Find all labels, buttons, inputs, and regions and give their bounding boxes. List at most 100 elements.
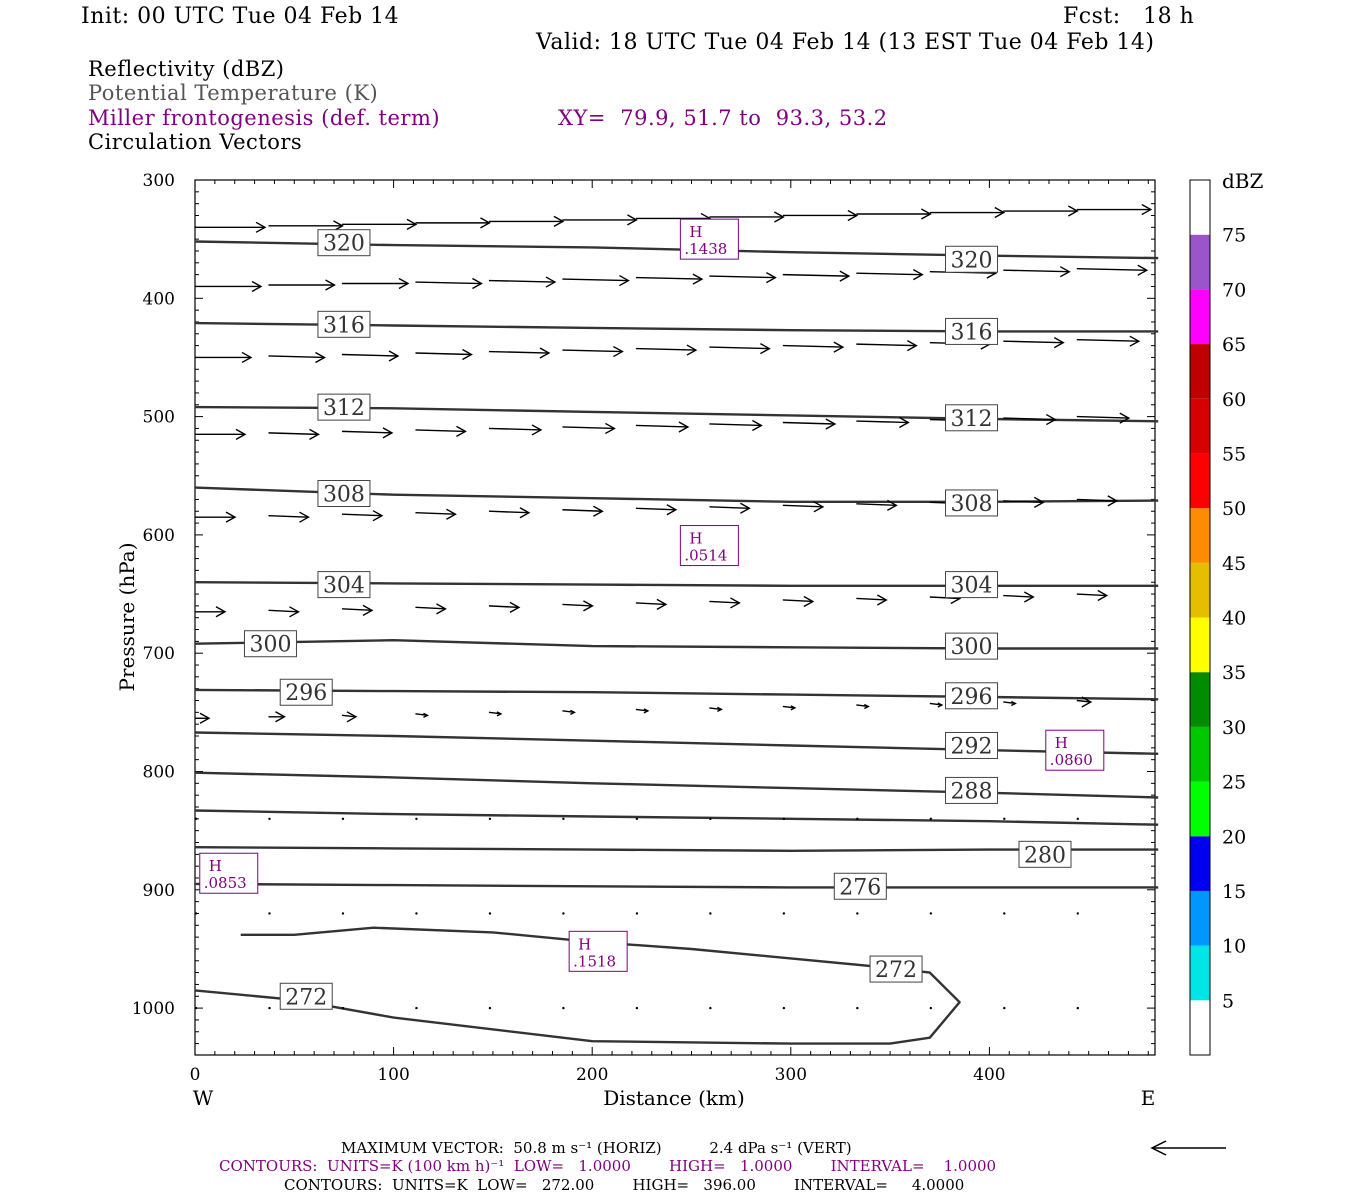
circulation-vector: [635, 273, 704, 285]
theta-label: 320: [945, 245, 999, 273]
vector-shaft: [635, 276, 702, 280]
colorbar-label: 50: [1222, 498, 1246, 520]
theta-label-text: 304: [951, 574, 993, 599]
vector-shaft: [1003, 340, 1064, 344]
vector-dot: [856, 1006, 859, 1010]
colorbar-label: 40: [1222, 608, 1246, 630]
circulation-vector: [1003, 413, 1057, 426]
circulation-vector: [1076, 589, 1109, 602]
circulation-vector: [709, 211, 785, 223]
circulation-vector: [1076, 912, 1079, 915]
circulation-vector: [1003, 205, 1079, 217]
vector-head: [920, 208, 932, 220]
vector-shaft: [488, 605, 519, 609]
theta-label: 308: [317, 479, 371, 507]
circulation-vector: [782, 501, 825, 513]
vector-head: [299, 511, 310, 523]
vector-dot: [782, 912, 786, 915]
theta-label-text: 308: [323, 482, 365, 507]
circulation-vector: [1003, 1006, 1006, 1010]
circulation-vector: [782, 341, 845, 353]
vector-shaft: [709, 423, 762, 427]
circulation-vector: [341, 711, 358, 723]
y-tick-label: 800: [143, 763, 175, 783]
vector-head: [1129, 335, 1141, 347]
theta-label-box: [945, 317, 999, 345]
frontogenesis-high-box: [679, 218, 739, 260]
circulation-vector: [856, 340, 918, 352]
vector-head: [251, 280, 263, 293]
vector-head: [1010, 700, 1017, 707]
vector-head: [1081, 696, 1093, 708]
vector-dot: [268, 1006, 271, 1010]
theta-label: 296: [945, 682, 999, 710]
vector-head: [825, 418, 837, 430]
vector-head: [456, 425, 467, 438]
vector-head: [937, 702, 944, 708]
colorbar-label: 20: [1222, 826, 1246, 848]
vector-head: [1053, 337, 1065, 349]
vector-dot: [1003, 1006, 1006, 1010]
x-tick-label: 0: [190, 1065, 201, 1085]
colorbar-label: 70: [1222, 279, 1246, 301]
theta-label-box: [869, 955, 923, 983]
theta-label-box: [945, 632, 999, 660]
vector-shaft: [1003, 594, 1034, 598]
x-right-end-label: E: [1141, 1086, 1156, 1110]
circulation-vector: [709, 1006, 712, 1010]
vector-dot: [1076, 1006, 1079, 1010]
vector-head: [436, 603, 447, 615]
theta-contour-288: [194, 771, 1159, 799]
circulation-vector: [562, 817, 565, 821]
circulation-vector: [1003, 266, 1071, 278]
legend-frontogenesis: Miller frontogenesis (def. term): [88, 106, 441, 130]
vector-head: [906, 340, 918, 352]
circulation-vector: [341, 1006, 345, 1010]
circulation-vector: [635, 1006, 639, 1010]
circulation-vector: [929, 1006, 933, 1010]
colorbar-segment: [1190, 945, 1210, 1001]
theta-label-text: 316: [951, 320, 993, 345]
vector-head: [686, 344, 698, 356]
theta-label-box: [243, 630, 297, 658]
vector-head: [717, 706, 723, 713]
theta-label-text: 296: [951, 685, 993, 710]
y-tick-label: 600: [143, 526, 175, 546]
vector-dot: [1076, 912, 1079, 915]
theta-label: 272: [279, 982, 333, 1010]
vector-head: [898, 416, 910, 429]
vector-head: [1137, 264, 1149, 276]
theta-contour-280: [194, 846, 1159, 852]
vector-shaft: [1076, 498, 1117, 502]
init-time: Init: 00 UTC Tue 04 Feb 14: [81, 4, 400, 29]
circulation-vector: [856, 594, 888, 606]
circulation-vector: [856, 269, 924, 281]
vector-shaft: [415, 281, 482, 285]
circulation-vector: [1076, 335, 1141, 347]
circulation-vector: [1003, 817, 1006, 821]
circulation-vector: [268, 428, 320, 440]
theta-label-text: 300: [249, 633, 291, 658]
theta-label: 320: [317, 229, 371, 257]
colorbar-segment: [1190, 508, 1210, 563]
circulation-vector: [709, 342, 771, 355]
vector-dot: [1076, 817, 1079, 821]
vector-head: [289, 606, 300, 618]
circulation-vector: [341, 510, 384, 522]
vector-head: [643, 708, 650, 714]
vector-head: [766, 271, 777, 284]
vector-head: [1059, 266, 1071, 278]
theta-label-box: [317, 479, 371, 507]
y-tick-label: 400: [143, 289, 175, 309]
vector-shaft: [856, 420, 909, 424]
frontogenesis-high-letter: H: [209, 857, 222, 875]
circulation-vector: [194, 912, 198, 915]
forecast-hour: Fcst: 18 h: [1063, 4, 1195, 29]
vector-head: [1097, 589, 1109, 602]
vector-shaft: [1076, 415, 1129, 419]
vector-head: [613, 345, 624, 358]
theta-label-box: [945, 245, 999, 273]
circulation-vector: [782, 705, 797, 711]
colorbar-segment: [1190, 1000, 1210, 1055]
theta-label-box: [317, 229, 371, 257]
